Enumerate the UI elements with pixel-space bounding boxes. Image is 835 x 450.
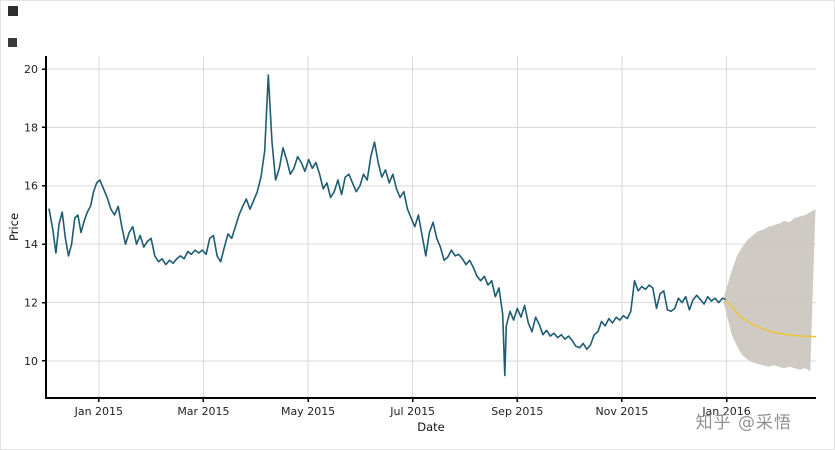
x-tick-label: Jul 2015 bbox=[389, 405, 435, 418]
gridlines bbox=[46, 56, 816, 398]
x-tick-label: Nov 2015 bbox=[595, 405, 648, 418]
forecast-line bbox=[725, 298, 817, 338]
x-axis-label: Date bbox=[417, 420, 445, 434]
x-tick-label: Jan 2015 bbox=[74, 405, 123, 418]
y-tick-label: 18 bbox=[24, 121, 38, 134]
x-tick-label: Jan 2016 bbox=[701, 405, 750, 418]
y-axis-label: Price bbox=[7, 213, 21, 241]
x-tick-label: May 2015 bbox=[281, 405, 335, 418]
y-tick-label: 16 bbox=[24, 180, 38, 193]
y-tick-label: 10 bbox=[24, 355, 38, 368]
historical-line bbox=[48, 74, 727, 377]
y-tick-label: 20 bbox=[24, 63, 38, 76]
x-tick-label: Mar 2015 bbox=[177, 405, 229, 418]
dark-square-marker-2-icon bbox=[8, 38, 17, 47]
y-tick-label: 12 bbox=[24, 296, 38, 309]
zhihu-watermark: 知乎 @采悟 bbox=[695, 413, 792, 433]
x-tick-label: Sep 2015 bbox=[491, 405, 543, 418]
forecast-confidence-band bbox=[723, 209, 816, 372]
y-tick-label: 14 bbox=[24, 238, 38, 251]
dark-square-marker-icon bbox=[8, 6, 18, 16]
